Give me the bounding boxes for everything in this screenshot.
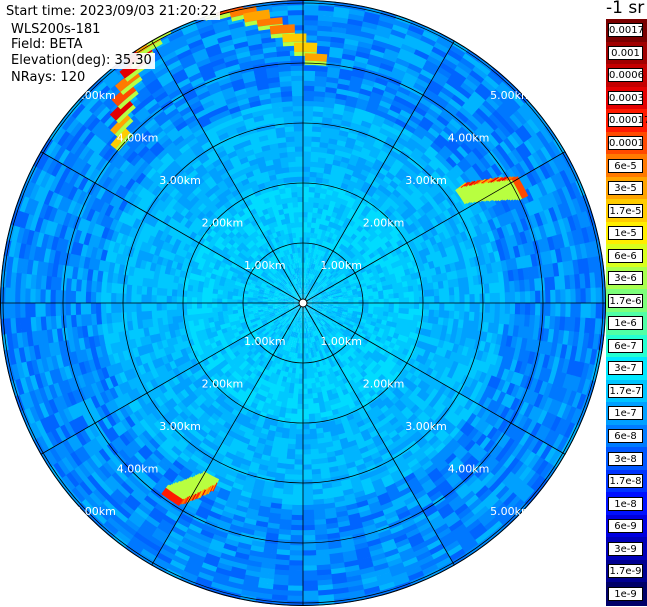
colorbar-tick-label: 6e-7 <box>608 338 643 353</box>
azimuth-spoke <box>302 151 566 304</box>
colorbar-tick-label: 1.7e-7 <box>608 383 643 398</box>
range-ring-label: 5.00km <box>74 89 116 102</box>
range-ring-label: 4.00km <box>448 463 490 476</box>
colorbar-tick-label: 0.0006 <box>608 68 644 83</box>
colorbar-tick-label: 1e-5 <box>608 226 643 241</box>
range-ring-label: 2.00km <box>363 378 405 391</box>
colorbar-tick-label: 0.0001 <box>608 135 644 150</box>
range-ring-label: 1.00km <box>244 335 286 348</box>
range-ring-label: 3.00km <box>159 420 201 433</box>
elevation-label: Elevation(deg): 35.30 <box>11 53 155 69</box>
range-ring-label: 4.00km <box>448 132 490 145</box>
azimuth-spoke <box>40 302 304 455</box>
range-ring-label: 4.00km <box>117 132 159 145</box>
azimuth-spoke <box>302 302 566 455</box>
colorbar-tick-label: 6e-8 <box>608 428 643 443</box>
polar-grid <box>0 0 606 606</box>
colorbar-tick-label: 3e-5 <box>608 181 643 196</box>
colorbar-tick-label: 1.7e-9 <box>608 564 643 579</box>
colorbar-tick-label: 3e-9 <box>608 541 643 556</box>
field-label: Field: BETA <box>11 37 86 53</box>
range-ring-label: 5.00km <box>490 505 532 518</box>
range-ring-label: 1.00km <box>320 335 362 348</box>
colorbar-tick-label: 1e-7 <box>608 406 643 421</box>
colorbar-tick-label: 1.7e-8 <box>608 474 643 489</box>
colorbar-tick-label: 0.0017 <box>608 23 644 38</box>
azimuth-spoke <box>151 40 304 304</box>
echo-feature <box>161 471 220 506</box>
nrays-label: NRays: 120 <box>11 70 89 86</box>
azimuth-spoke <box>151 302 304 566</box>
colorbar-tick-label: 3e-8 <box>608 451 643 466</box>
colorbar-unit-title: -1 sr <box>606 0 647 18</box>
colorbar-tick-label: 3e-6 <box>608 271 643 286</box>
range-ring-label: 1.00km <box>244 259 286 272</box>
colorbar-tick-label: 0.00017 <box>608 113 647 128</box>
range-ring-label: 1.00km <box>320 259 362 272</box>
range-ring-label: 4.00km <box>117 463 159 476</box>
range-ring-labels: 1.00km 1.00km 1.00km 1.00km 2.00km 2.00km 2.00… <box>74 89 531 518</box>
colorbar-tick-label: 6e-5 <box>608 158 643 173</box>
echo-feature <box>455 176 529 205</box>
azimuth-spoke <box>302 40 455 304</box>
outer-ring <box>0 0 606 606</box>
site-label: WLS200s-181 <box>11 22 104 38</box>
colorbar: 0.0017 0.001 0.0006 0.0003 0.00017 0.0001 6e-5… <box>606 19 647 606</box>
range-ring-label: 3.00km <box>405 420 447 433</box>
colorbar-tick-label: 1.7e-5 <box>608 203 643 218</box>
range-ring-label: 3.00km <box>159 174 201 187</box>
azimuth-spoke <box>40 151 304 304</box>
azimuth-spoke <box>302 302 455 566</box>
colorbar-tick-label: 1.7e-6 <box>608 293 643 308</box>
colorbar-tick-label: 3e-7 <box>608 361 643 376</box>
range-ring-label: 2.00km <box>363 216 405 229</box>
scanner-origin-marker <box>298 298 308 308</box>
range-ring-label: 5.00km <box>74 505 116 518</box>
colorbar-tick-label: 1e-8 <box>608 496 643 511</box>
range-ring-label: 3.00km <box>405 174 447 187</box>
start-time-label: Start time: 2023/09/03 21:20:22 <box>6 4 221 20</box>
colorbar-tick-label: 1e-6 <box>608 316 643 331</box>
colorbar-tick-label: 0.001 <box>608 45 643 60</box>
colorbar-tick-label: 1e-9 <box>608 586 643 601</box>
colorbar-tick-label: 0.0003 <box>608 90 644 105</box>
range-ring-label: 2.00km <box>202 216 244 229</box>
ppi-scan-chart: 1.00km 1.00km 1.00km 1.00km 2.00km 2.00km 2.00… <box>0 0 606 606</box>
colorbar-tick-label: 6e-6 <box>608 248 643 263</box>
range-ring-label: 5.00km <box>490 89 532 102</box>
colorbar-tick-label: 6e-9 <box>608 519 643 534</box>
range-gates <box>0 0 606 606</box>
range-ring-label: 2.00km <box>202 378 244 391</box>
